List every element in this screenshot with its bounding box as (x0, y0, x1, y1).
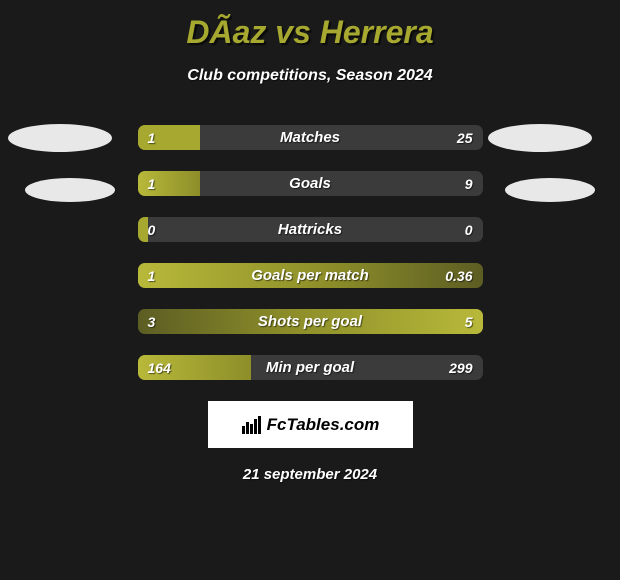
comparison-bars: 125Matches 19Goals 00Hattricks 10.36Goals p… (138, 125, 483, 380)
player-left-portrait-2 (25, 178, 115, 202)
stat-label: Goals per match (138, 263, 483, 288)
branding-text: FcTables.com (267, 415, 380, 435)
stat-row: 10.36Goals per match (138, 263, 483, 288)
generation-date: 21 september 2024 (0, 466, 620, 483)
stat-label: Min per goal (138, 355, 483, 380)
subtitle: Club competitions, Season 2024 (0, 67, 620, 85)
stat-label: Goals (138, 171, 483, 196)
stat-row: 164299Min per goal (138, 355, 483, 380)
branding-badge: FcTables.com (208, 401, 413, 448)
player-right-portrait-2 (505, 178, 595, 202)
stat-row: 35Shots per goal (138, 309, 483, 334)
page-title: DÃ­az vs Herrera (0, 0, 620, 51)
stat-row: 19Goals (138, 171, 483, 196)
comparison-card: DÃ­az vs Herrera Club competitions, Seas… (0, 0, 620, 580)
stat-row: 125Matches (138, 125, 483, 150)
player-left-portrait-1 (8, 124, 112, 152)
stat-label: Shots per goal (138, 309, 483, 334)
stat-label: Matches (138, 125, 483, 150)
branding-icon (241, 416, 261, 434)
stat-label: Hattricks (138, 217, 483, 242)
stat-row: 00Hattricks (138, 217, 483, 242)
player-right-portrait-1 (488, 124, 592, 152)
